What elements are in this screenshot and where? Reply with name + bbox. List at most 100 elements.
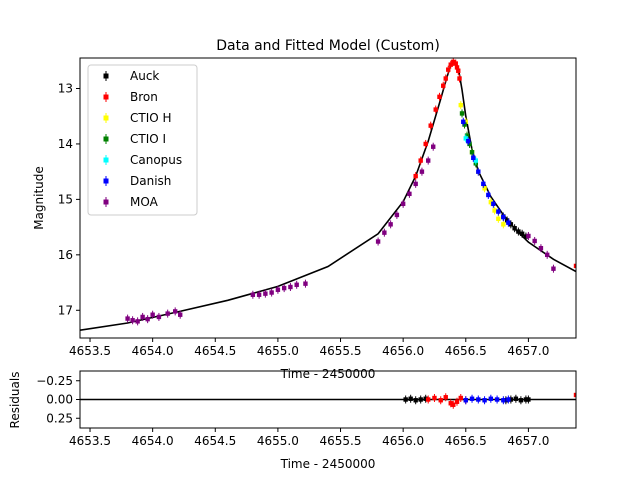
residuals-data-point [418, 397, 423, 402]
main-data-point [551, 266, 556, 271]
residuals-data-point [403, 397, 408, 402]
main-data-point [150, 312, 155, 317]
main-data-point [466, 138, 471, 144]
main-data-point [471, 155, 476, 161]
main-y-tick-label: 14 [58, 137, 73, 151]
main-data-point [476, 169, 481, 174]
main-data-point [501, 222, 506, 227]
main-data-point [288, 284, 293, 290]
legend: Auck Bron CTIO H CTIO I Canopus Danish MOA [87, 64, 198, 216]
main-clipped-marks [80, 58, 576, 331]
residuals-x-tick-label: 4657.0 [507, 434, 549, 448]
main-data-point [388, 222, 393, 227]
residuals-data-point [488, 396, 494, 401]
main-series-auck [501, 212, 529, 241]
residuals-data-point [408, 396, 413, 401]
main-data-point [130, 318, 135, 323]
main-series-ctio-i [459, 109, 478, 168]
residuals-data-point [476, 397, 481, 402]
main-x-tick-label: 4657.0 [507, 344, 549, 358]
main-data-point [454, 65, 460, 70]
main-data-point [437, 94, 442, 100]
legend-marker-icon [103, 199, 109, 205]
legend-marker-icon [103, 136, 109, 142]
residuals-data-point [518, 398, 524, 403]
main-x-tick-label: 4656.5 [445, 344, 487, 358]
main-data-point [441, 83, 446, 88]
main-data-point [423, 141, 428, 147]
main-data-point [519, 231, 525, 236]
main-data-point [516, 229, 521, 234]
residuals-data-point [451, 402, 456, 407]
main-data-point [443, 76, 448, 81]
main-x-axis-label: Time - 2450000 [280, 367, 376, 381]
residuals-x-tick-label: 4654.5 [194, 434, 236, 448]
main-data-point [459, 111, 465, 116]
residuals-data-point [523, 397, 529, 402]
main-data-point [463, 119, 468, 124]
residuals-data-point [463, 398, 468, 403]
main-data-point [526, 233, 531, 239]
legend-item-danish: Danish [103, 174, 171, 188]
main-data-point [303, 281, 308, 286]
main-data-point [467, 141, 472, 147]
main-data-point [263, 291, 268, 296]
main-data-point [458, 102, 463, 108]
legend-marker-icon [103, 157, 109, 163]
main-data-point [486, 192, 491, 198]
legend-marker-icon [103, 178, 109, 184]
residuals-y-tick-label: 0.00 [46, 393, 73, 407]
residuals-data-point [458, 395, 463, 401]
main-y-tick-label: 15 [58, 192, 73, 206]
main-data-point [523, 234, 529, 239]
main-data-point [382, 230, 387, 235]
main-x-tick-label: 4653.5 [69, 344, 111, 358]
residuals-clipped-marks [80, 391, 576, 409]
residuals-y-tick-label: 0.25 [46, 411, 73, 425]
main-data-point [446, 67, 451, 72]
main-x-tick-label: 4655.5 [320, 344, 362, 358]
legend-label: MOA [130, 195, 159, 209]
legend-item-bron: Bron [103, 90, 158, 104]
main-plot-area [80, 58, 576, 331]
main-data-point [431, 144, 436, 149]
legend-marker-icon [103, 94, 109, 100]
residuals-x-tick-label: 4656.5 [445, 434, 487, 448]
legend-label: Canopus [130, 153, 182, 167]
main-data-point [165, 311, 170, 316]
main-series-canopus [463, 134, 478, 165]
main-x-ticks: 4653.5 4654.0 4654.5 4655.0 4655.5 4656.0 4656… [69, 338, 549, 358]
residuals-data-point [454, 399, 460, 404]
residuals-data-point [426, 397, 431, 402]
legend-label: CTIO H [130, 111, 172, 125]
main-data-point [457, 76, 462, 81]
main-data-point [375, 239, 381, 244]
residuals-data-point [438, 398, 443, 403]
main-x-tick-label: 4655.0 [257, 344, 299, 358]
residuals-x-tick-label: 4653.5 [69, 434, 111, 448]
main-y-tick-label: 17 [58, 303, 73, 317]
main-y-axis-label: Magnitude [32, 166, 46, 230]
residuals-panel: 4653.5 4654.0 4654.5 4655.0 4655.5 4656.0 4656… [8, 370, 577, 471]
main-axes-frame [79, 57, 577, 339]
residuals-data-point [573, 392, 576, 398]
main-y-ticks: 13 14 15 16 17 [58, 81, 80, 317]
main-data-point [413, 173, 418, 179]
residuals-data-point [482, 398, 487, 403]
main-x-tick-label: 4654.0 [132, 344, 174, 358]
main-data-point [544, 252, 550, 258]
legend-label: Auck [130, 69, 159, 83]
main-data-point [456, 68, 461, 73]
residuals-x-tick-label: 4654.0 [132, 434, 174, 448]
main-data-point [407, 191, 412, 197]
residuals-series-auck [403, 394, 531, 405]
residuals-y-ticks: −0.25 0.00 0.25 [36, 374, 80, 425]
main-y-tick-label: 16 [58, 248, 73, 262]
legend-item-canopus: Canopus [103, 153, 182, 167]
main-panel: Data and Fitted Model (Custom) 4653.5 465… [32, 38, 577, 381]
legend-item-auck: Auck [103, 69, 159, 83]
main-x-tick-label: 4654.5 [194, 344, 236, 358]
main-data-point [419, 169, 425, 174]
residuals-series-danish [463, 394, 511, 405]
